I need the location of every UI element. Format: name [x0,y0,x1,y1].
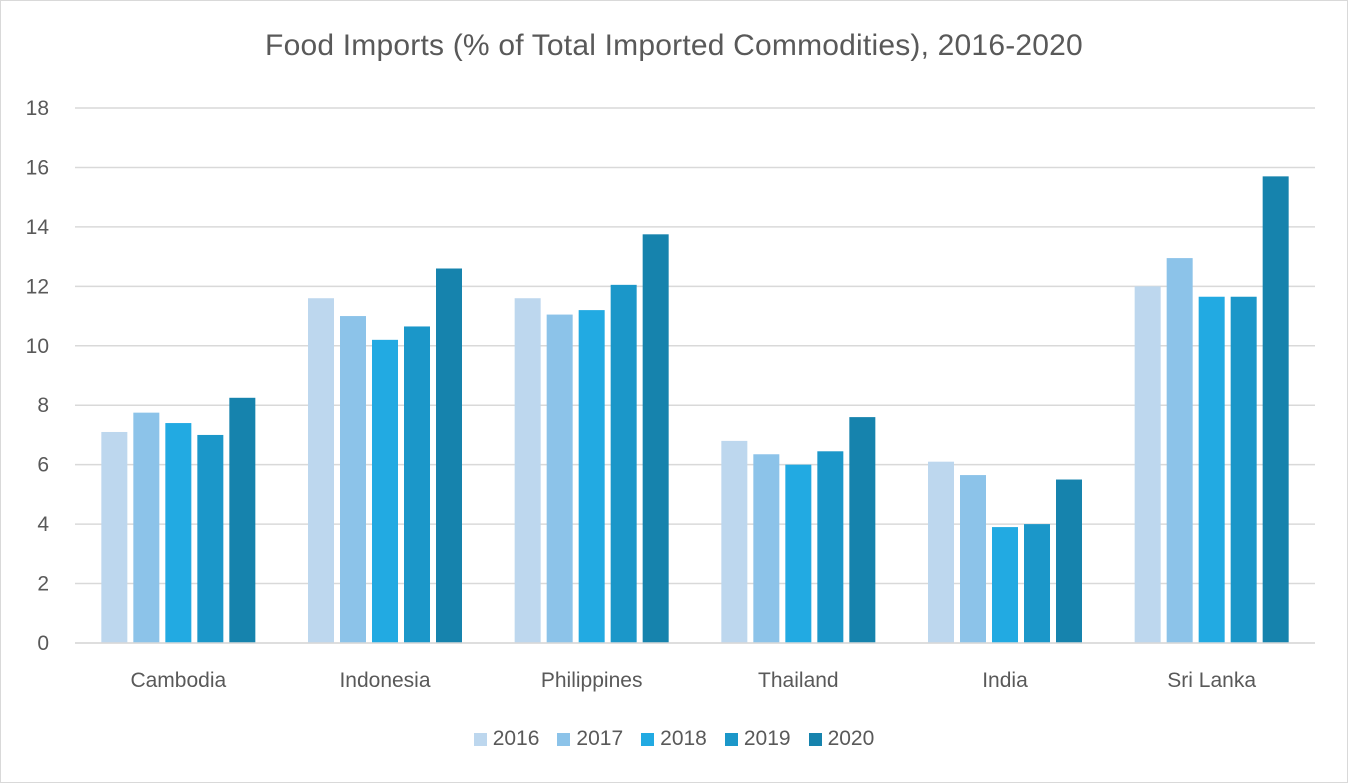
x-tick-label: Indonesia [339,669,430,692]
y-tick-label: 10 [26,335,49,358]
y-tick-label: 14 [26,216,50,239]
bar-2016-india [928,461,954,643]
legend: 2016 2017 2018 2019 2020 [1,727,1347,751]
legend-swatch [724,732,738,746]
bar-2016-sri-lanka [1134,286,1161,643]
legend-label: 2020 [827,727,875,750]
legend-swatch [641,732,655,746]
bar-2020-cambodia [229,397,256,643]
bar-2019-india [1024,524,1050,643]
x-tick-label: Cambodia [130,669,226,692]
legend-item: 2018 [641,727,707,751]
bar-2017-philippines [546,314,573,643]
y-tick-label: 18 [26,97,49,120]
bar-2018-thailand [785,464,812,643]
legend-item: 2020 [808,727,875,751]
legend-label: 2019 [743,727,791,750]
bar-2018-indonesia [372,339,398,643]
y-tick-label: 2 [37,573,49,596]
y-tick-label: 4 [37,513,49,536]
legend-swatch [557,732,571,746]
y-tick-label: 12 [26,275,49,298]
legend-item: 2017 [557,727,623,751]
y-tick-label: 8 [37,394,49,417]
bar-2017-sri-lanka [1166,258,1193,643]
legend-label: 2018 [660,727,707,750]
legend-item: 2019 [724,727,791,751]
bar-2019-philippines [610,284,637,643]
bar-2018-sri-lanka [1198,296,1225,643]
legend-swatch [473,732,487,746]
y-tick-label: 6 [37,454,49,477]
bar-2017-india [960,475,986,643]
bar-2019-cambodia [197,434,224,643]
legend-label: 2017 [576,727,624,750]
x-tick-label: Thailand [758,669,839,692]
bar-2020-philippines [642,234,669,643]
legend-swatch [808,732,822,746]
bar-2016-thailand [721,440,748,643]
bar-2020-sri-lanka [1262,176,1289,643]
bar-2017-indonesia [340,316,366,643]
bar-2017-thailand [753,454,780,643]
y-tick-label: 0 [37,632,49,655]
bar-2016-cambodia [101,431,128,643]
bar-2019-sri-lanka [1230,296,1257,643]
bar-2020-india [1056,479,1082,643]
bar-2019-indonesia [404,326,430,643]
x-tick-label: India [982,669,1028,692]
bar-2018-cambodia [165,423,192,643]
chart-title: Food Imports (% of Total Imported Commod… [265,29,1083,62]
x-tick-label: Philippines [541,669,643,692]
x-tick-label: Sri Lanka [1167,669,1256,692]
bar-2018-india [992,527,1018,643]
bar-2020-thailand [849,417,876,643]
legend-item: 2016 [473,727,540,751]
bar-2020-indonesia [436,268,462,643]
bar-2016-philippines [514,298,541,643]
legend-label: 2016 [492,727,540,750]
bar-2017-cambodia [133,412,160,643]
bar-2019-thailand [817,451,844,643]
bar-2016-indonesia [308,298,334,643]
y-tick-label: 16 [26,156,49,179]
bar-2018-philippines [578,310,605,643]
